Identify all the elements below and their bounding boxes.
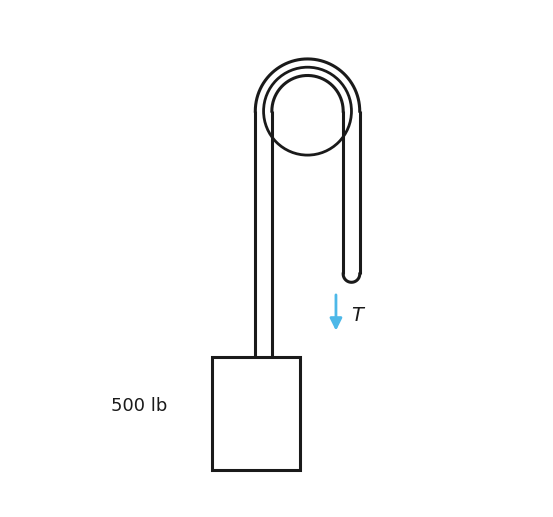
Bar: [212, 357, 300, 470]
Text: T: T: [352, 306, 363, 325]
Text: 500 lb: 500 lb: [111, 397, 168, 415]
